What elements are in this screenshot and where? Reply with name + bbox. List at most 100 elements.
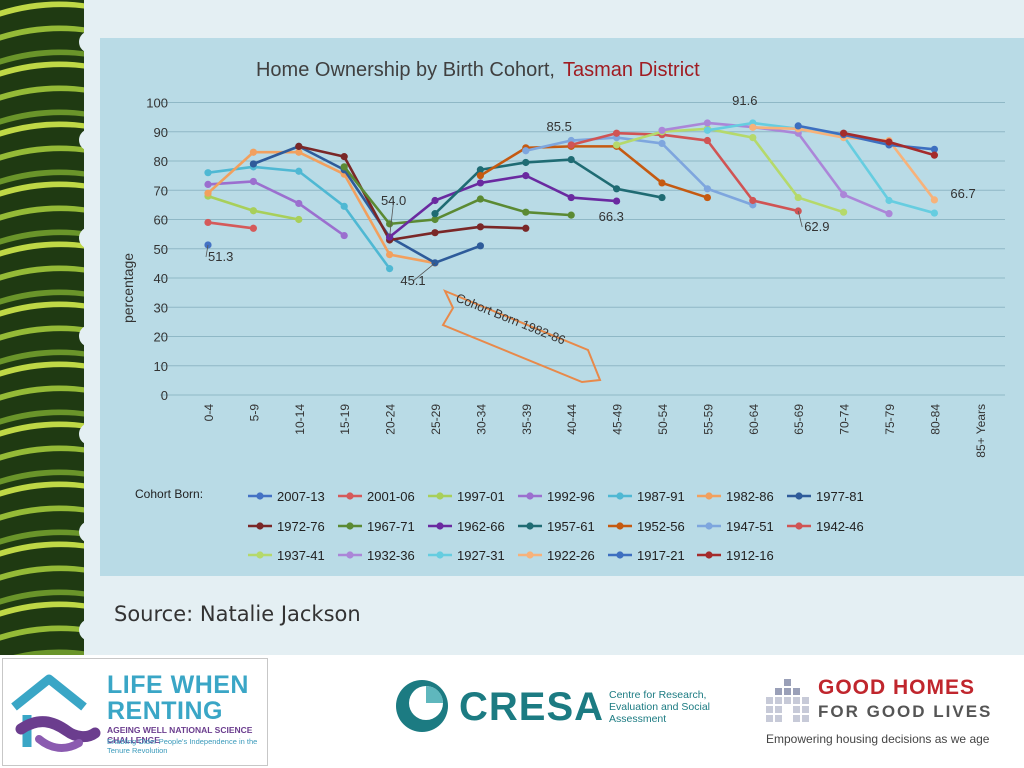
data-point — [249, 207, 257, 215]
legend-item-1912-16: 1912-16 — [697, 548, 774, 563]
legend-item-1952-56: 1952-56 — [608, 519, 685, 534]
data-point — [431, 229, 439, 237]
leaf-shape — [0, 625, 90, 641]
series-1962-66 — [386, 172, 621, 241]
cresa-name: CRESA — [459, 685, 605, 729]
data-point — [567, 141, 575, 149]
x-tick-label: 45-49 — [611, 404, 625, 435]
pixel-cell — [802, 697, 809, 704]
pixel-cell — [766, 715, 773, 722]
x-tick-label: 65-69 — [792, 404, 806, 435]
leaf-shape — [0, 601, 90, 617]
series-1997-01 — [204, 192, 303, 224]
leaf-shape — [0, 109, 90, 125]
series-1942-46 — [567, 129, 802, 215]
series-1957-61 — [431, 155, 666, 218]
legend-marker — [436, 492, 444, 500]
x-tick-label: 0-4 — [202, 404, 216, 422]
data-point — [613, 197, 621, 205]
series-line — [207, 150, 436, 265]
data-point — [703, 126, 712, 134]
legend-marker — [705, 492, 713, 500]
y-tick-label: 40 — [154, 271, 168, 286]
x-tick-label: 5-9 — [247, 404, 261, 422]
data-point — [522, 147, 530, 155]
pixel-cell — [802, 715, 809, 722]
data-point — [249, 160, 257, 168]
leaf-shape — [0, 565, 90, 581]
data-point — [567, 155, 575, 164]
data-point — [613, 129, 621, 137]
leaf-shape — [0, 589, 90, 605]
annotation-label: 91.6 — [732, 93, 757, 108]
annotation-label: 85.5 — [547, 119, 572, 134]
legend-marker — [795, 492, 803, 500]
legend-item-1927-31: 1927-31 — [428, 548, 505, 563]
lwr-subtitle: Enabling Older People's Independence in … — [107, 737, 258, 755]
legend-marker — [346, 551, 354, 559]
legend-marker — [346, 492, 354, 500]
leaf-shape — [0, 121, 90, 137]
data-point — [567, 211, 575, 219]
data-point — [522, 224, 530, 232]
ghgl-line1: GOOD HOMES — [818, 676, 976, 699]
leaf-shape — [0, 301, 90, 317]
data-point — [703, 136, 712, 145]
series-1967-71 — [340, 163, 575, 228]
data-point — [522, 208, 530, 216]
legend-item-1937-41: 1937-41 — [248, 548, 325, 563]
data-point — [567, 193, 575, 202]
legend-item-1942-46: 1942-46 — [787, 519, 864, 534]
leaf-shape — [0, 169, 90, 185]
lwr-tagline: AGEING WELL NATIONAL SCIENCE CHALLENGE — [107, 725, 253, 745]
legend-label: 1922-26 — [547, 548, 595, 563]
legend-item-1977-81: 1977-81 — [787, 489, 864, 504]
x-tick-label: 55-59 — [701, 404, 715, 435]
data-point — [431, 196, 439, 205]
data-point — [613, 185, 621, 193]
y-tick-label: 90 — [154, 125, 168, 140]
data-point — [749, 123, 757, 131]
data-point — [658, 193, 666, 202]
leaf-shape — [0, 481, 90, 497]
leaf-shape — [0, 229, 90, 245]
legend-label: 1962-66 — [457, 519, 505, 534]
data-point — [249, 224, 257, 232]
data-point — [476, 195, 484, 203]
x-tick-label: 25-29 — [429, 404, 443, 435]
data-point — [658, 126, 666, 134]
data-point — [295, 215, 303, 224]
series-line — [479, 145, 708, 199]
series-line — [570, 131, 799, 213]
legend-label: 2007-13 — [277, 489, 325, 504]
legend-item-1967-71: 1967-71 — [338, 519, 415, 534]
data-point — [295, 167, 303, 175]
legend-marker — [526, 522, 534, 530]
data-point — [840, 208, 848, 216]
pixel-cell — [793, 688, 800, 695]
legend-item-1982-86: 1982-86 — [697, 489, 774, 504]
annotation-label: 62.9 — [804, 219, 829, 234]
cresa-logo: CRESA Centre for Research, Evaluation an… — [393, 677, 713, 737]
leaf-shape — [0, 349, 90, 365]
leaf-shape — [0, 145, 90, 161]
chart-title-region: Tasman District — [563, 59, 700, 81]
legend-marker — [795, 522, 803, 530]
series-line — [434, 158, 663, 215]
legend-item-1987-91: 1987-91 — [608, 489, 685, 504]
legend-label: 1912-16 — [726, 548, 774, 563]
series-line — [616, 127, 844, 214]
legend-marker — [616, 551, 624, 559]
legend-label: 1977-81 — [816, 489, 864, 504]
y-axis-label: percentage — [120, 253, 136, 323]
legend-marker — [616, 492, 624, 500]
data-point — [703, 119, 712, 127]
data-point — [476, 242, 484, 250]
data-point — [340, 163, 348, 171]
legend-marker — [616, 522, 624, 530]
y-tick-label: 80 — [154, 154, 168, 169]
series-1947-51 — [522, 134, 757, 209]
x-tick-label: 75-79 — [883, 404, 897, 435]
data-point — [431, 215, 439, 224]
leaf-shape — [0, 181, 90, 197]
